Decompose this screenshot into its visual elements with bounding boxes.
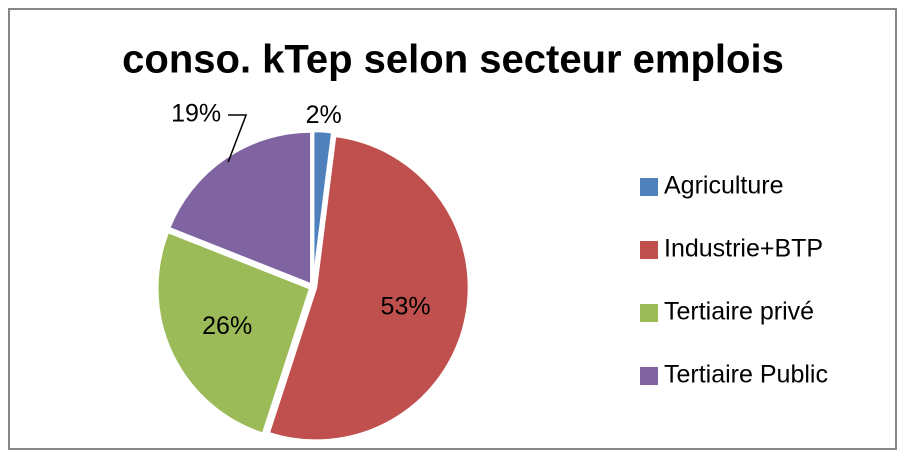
data-label: 53% (381, 292, 431, 320)
legend-label: Agriculture (664, 172, 784, 200)
chart-title: conso. kTep selon secteur emplois (122, 38, 784, 82)
pie-slice (311, 129, 334, 285)
legend-label: Tertiaire Public (664, 361, 828, 389)
legend-swatch (640, 304, 658, 322)
data-label: 26% (202, 312, 252, 340)
legend-swatch (640, 178, 658, 196)
pie-slice (156, 230, 312, 436)
data-label: 19% (171, 100, 221, 128)
pie-slice (167, 130, 313, 287)
legend-label: Industrie+BTP (664, 235, 823, 263)
leader-line (227, 114, 248, 163)
legend-swatch (640, 241, 658, 259)
legend-swatch (640, 367, 658, 385)
data-label: 2% (306, 101, 342, 129)
pie-slice (267, 134, 471, 442)
legend-label: Tertiaire privé (664, 298, 814, 326)
